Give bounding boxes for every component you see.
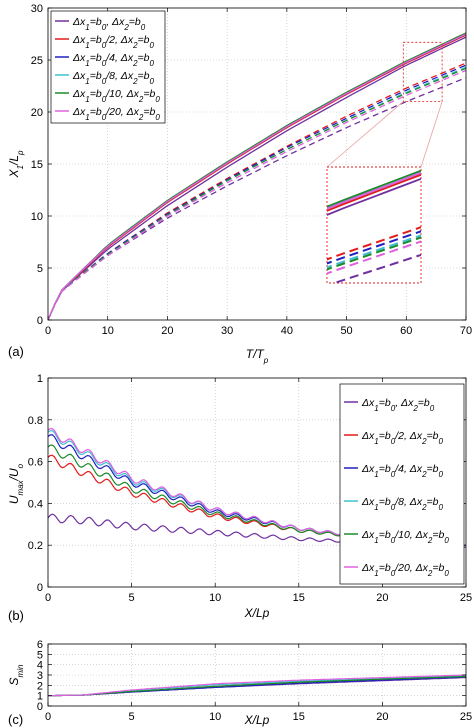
legend-label: Δx1=b0/4, Δx2=b0 xyxy=(361,463,444,479)
inset-line-solid xyxy=(327,171,421,210)
legend-box xyxy=(50,10,166,124)
y-tick-label: 15 xyxy=(31,159,43,171)
series-line-solid xyxy=(48,33,466,320)
x-tick-label: 30 xyxy=(221,325,233,337)
x-axis-label: T/Tp xyxy=(246,347,269,365)
y-tick-label: 0 xyxy=(37,701,43,713)
x-tick-label: 20 xyxy=(376,592,388,604)
legend-label: Δx1=b0/4, Δx2=b0 xyxy=(72,52,155,68)
x-tick-label: 60 xyxy=(400,325,412,337)
inset-line-dashed xyxy=(327,236,421,271)
x-tick-label: 10 xyxy=(209,711,221,723)
y-tick-label: 0 xyxy=(37,315,43,327)
series-line xyxy=(48,674,466,697)
legend: Δx1=b0, Δx2=b0 Δx1=b0/2, Δx2=b0 Δx1=b0/4, … xyxy=(50,10,166,124)
y-tick-label: 0 xyxy=(37,582,43,594)
y-tick-label: 30 xyxy=(31,3,43,15)
legend-label: Δx1=b0/8, Δx2=b0 xyxy=(361,496,444,512)
x-tick-label: 20 xyxy=(376,711,388,723)
inset-line-solid xyxy=(327,177,421,216)
series-line xyxy=(48,675,466,697)
x-axis-label: X/Lp xyxy=(244,713,270,727)
x-tick-label: 25 xyxy=(460,592,472,604)
legend-label: Δx1=b0/10, Δx2=b0 xyxy=(72,88,160,104)
y-tick-label: 1 xyxy=(37,691,43,703)
x-tick-label: 20 xyxy=(161,325,173,337)
y-tick-label: 2 xyxy=(37,680,43,692)
x-tick-label: 10 xyxy=(102,325,114,337)
x-tick-label: 5 xyxy=(129,711,135,723)
x-tick-label: 25 xyxy=(460,711,472,723)
panel-label: (b) xyxy=(8,608,24,623)
legend-label: Δx1=b0/10, Δx2=b0 xyxy=(361,529,449,545)
inset-series xyxy=(327,169,421,283)
x-tick-label: 10 xyxy=(209,592,221,604)
inset-line-solid xyxy=(327,169,421,208)
legend-label: Δx1=b0/2, Δx2=b0 xyxy=(361,430,444,446)
series-group xyxy=(48,32,466,320)
x-axis-label: X/Lp xyxy=(244,606,270,620)
legend-box xyxy=(339,383,465,585)
y-tick-label: 10 xyxy=(31,211,43,223)
x-tick-label: 5 xyxy=(129,592,135,604)
y-tick-label: 25 xyxy=(31,55,43,67)
zoom-connector xyxy=(326,101,404,168)
series-line-solid xyxy=(48,32,466,320)
y-axis-label: Smin xyxy=(7,664,25,685)
x-tick-label: 40 xyxy=(281,325,293,337)
legend-label: Δx1=b0/2, Δx2=b0 xyxy=(72,34,155,50)
zoom-annotation xyxy=(326,41,443,284)
inset-line-dashed xyxy=(327,240,421,275)
legend: Δx1=b0, Δx2=b0 Δx1=b0/2, Δx2=b0 Δx1=b0/4, … xyxy=(339,383,465,585)
x-tick-label: 15 xyxy=(293,711,305,723)
inset-line-solid xyxy=(327,173,421,212)
panel-label: (a) xyxy=(8,344,24,359)
panel-label: (c) xyxy=(8,712,23,727)
x-tick-label: 0 xyxy=(45,711,51,723)
series-line-dashed xyxy=(48,69,466,320)
y-tick-label: 0.2 xyxy=(28,540,43,552)
y-tick-label: 5 xyxy=(37,263,43,275)
y-tick-label: 1 xyxy=(37,373,43,385)
y-tick-label: 20 xyxy=(31,107,43,119)
legend-label: Δx1=b0, Δx2=b0 xyxy=(361,397,435,413)
y-tick-label: 5 xyxy=(37,649,43,661)
y-axis-label: Umax/Uo xyxy=(7,463,25,504)
y-tick-label: 3 xyxy=(37,670,43,682)
series-line-solid xyxy=(48,34,466,320)
inset-line-dashed xyxy=(327,234,421,269)
inset-line-dashed xyxy=(327,226,421,261)
zoom-connector xyxy=(420,101,443,168)
plot-area xyxy=(48,644,466,706)
x-tick-label: 15 xyxy=(293,592,305,604)
legend-label: Δx1=b0/8, Δx2=b0 xyxy=(72,70,155,86)
axes-frame xyxy=(47,377,467,588)
y-tick-label: 6 xyxy=(37,639,43,651)
series-line-dashed xyxy=(48,67,466,320)
x-tick-label: 0 xyxy=(45,592,51,604)
zoom-box xyxy=(402,41,443,102)
legend-label: Δx1=b0/20, Δx2=b0 xyxy=(361,562,449,578)
y-axis-label: X1/Lp xyxy=(7,150,25,178)
legend-label: Δx1=b0/20, Δx2=b0 xyxy=(72,106,160,122)
series-line-solid xyxy=(48,36,466,320)
y-tick-label: 4 xyxy=(37,660,43,672)
x-tick-label: 70 xyxy=(460,325,472,337)
series-group xyxy=(48,674,466,697)
inset-line-dashed xyxy=(331,253,421,283)
legend-label: Δx1=b0, Δx2=b0 xyxy=(72,16,146,32)
y-tick-label: 0.4 xyxy=(28,498,43,510)
chart-panel-0: 0 10 20 30 40 50 60 70 0 5 10 15 20 25 30 xyxy=(31,3,472,337)
y-tick-label: 0.6 xyxy=(28,457,43,469)
series-line-dashed xyxy=(48,64,466,320)
inset-line-dashed xyxy=(327,230,421,265)
x-tick-label: 50 xyxy=(340,325,352,337)
x-tick-label: 0 xyxy=(45,325,51,337)
y-tick-label: 0.8 xyxy=(28,415,43,427)
